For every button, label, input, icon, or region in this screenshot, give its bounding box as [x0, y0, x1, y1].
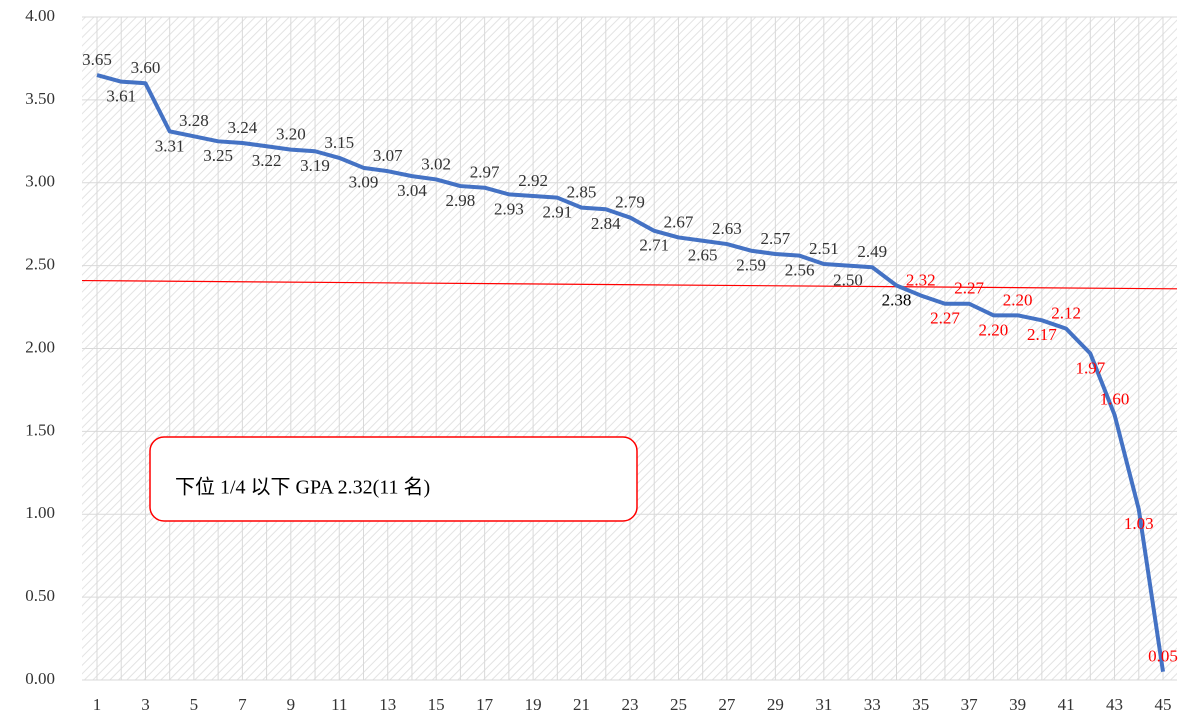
data-label: 3.07 [373, 146, 403, 165]
data-label: 2.85 [567, 183, 597, 202]
data-label: 2.20 [1003, 290, 1033, 309]
data-label: 2.92 [518, 171, 548, 190]
y-tick-label: 1.00 [25, 503, 55, 522]
data-label: 3.60 [131, 58, 161, 77]
data-label: 2.20 [979, 320, 1009, 339]
data-label: 2.59 [736, 256, 766, 275]
data-label: 2.71 [639, 236, 669, 255]
data-label: 0.05 [1148, 647, 1178, 666]
data-label: 2.91 [542, 203, 572, 222]
x-tick-label: 15 [428, 695, 445, 714]
x-tick-label: 7 [238, 695, 247, 714]
data-label: 2.67 [664, 212, 694, 231]
data-label: 2.38 [882, 290, 912, 309]
x-tick-label: 11 [331, 695, 347, 714]
data-label: 2.56 [785, 261, 815, 280]
y-tick-label: 4.00 [25, 6, 55, 25]
x-tick-label: 43 [1106, 695, 1123, 714]
x-tick-label: 41 [1058, 695, 1075, 714]
data-label: 2.98 [446, 191, 476, 210]
x-tick-label: 17 [476, 695, 494, 714]
x-tick-label: 33 [864, 695, 881, 714]
data-label: 2.65 [688, 246, 718, 265]
data-label: 3.02 [421, 154, 451, 173]
data-label: 2.57 [760, 229, 790, 248]
x-tick-label: 13 [379, 695, 396, 714]
data-label: 3.65 [82, 50, 112, 69]
threshold-line [81, 279, 1178, 290]
x-tick-label: 37 [961, 695, 979, 714]
data-label: 2.84 [591, 214, 621, 233]
data-label: 2.50 [833, 271, 863, 290]
y-tick-label: 0.50 [25, 586, 55, 605]
x-tick-label: 19 [525, 695, 542, 714]
data-label: 2.32 [906, 270, 936, 289]
data-label: 2.12 [1051, 304, 1081, 323]
data-label: 1.97 [1075, 358, 1105, 377]
x-tick-label: 1 [93, 695, 102, 714]
y-tick-label: 1.50 [25, 420, 55, 439]
data-label: 1.03 [1124, 514, 1154, 533]
x-tick-label: 5 [190, 695, 199, 714]
x-tick-label: 29 [767, 695, 784, 714]
data-label: 3.31 [155, 136, 185, 155]
y-tick-label: 0.00 [25, 669, 55, 688]
data-label: 3.20 [276, 125, 306, 144]
x-tick-label: 23 [622, 695, 639, 714]
y-tick-label: 2.50 [25, 255, 55, 274]
data-label: 3.09 [349, 173, 379, 192]
x-tick-label: 27 [718, 695, 736, 714]
data-label: 2.17 [1027, 325, 1057, 344]
data-label: 1.60 [1100, 390, 1130, 409]
data-label: 3.28 [179, 111, 209, 130]
data-label: 3.15 [324, 133, 354, 152]
data-label: 3.61 [106, 87, 136, 106]
y-tick-label: 3.50 [25, 89, 55, 108]
y-tick-label: 2.00 [25, 337, 55, 356]
data-label: 3.22 [252, 151, 282, 170]
x-tick-label: 9 [287, 695, 296, 714]
data-label: 3.25 [203, 146, 233, 165]
data-label: 2.49 [857, 242, 887, 261]
x-tick-label: 21 [573, 695, 590, 714]
data-label: 3.24 [227, 118, 257, 137]
data-label: 2.79 [615, 192, 645, 211]
x-tick-label: 45 [1155, 695, 1172, 714]
x-tick-label: 25 [670, 695, 687, 714]
data-label: 2.97 [470, 163, 500, 182]
line [96, 73, 1165, 673]
x-tick-label: 3 [141, 695, 150, 714]
x-tick-label: 35 [912, 695, 929, 714]
data-label: 2.27 [954, 279, 984, 298]
annotation: 下位 1/4 以下 GPA 2.32(11 名) [175, 476, 430, 499]
data-label: 2.51 [809, 239, 839, 258]
y-tick-label: 3.00 [25, 172, 55, 191]
data-label: 3.19 [300, 156, 330, 175]
data-label: 2.63 [712, 219, 742, 238]
data-label: 3.04 [397, 181, 427, 200]
x-tick-label: 31 [815, 695, 832, 714]
data-label: 2.93 [494, 199, 524, 218]
x-tick-label: 39 [1009, 695, 1026, 714]
annotation-box [149, 436, 638, 522]
data-label: 2.27 [930, 309, 960, 328]
